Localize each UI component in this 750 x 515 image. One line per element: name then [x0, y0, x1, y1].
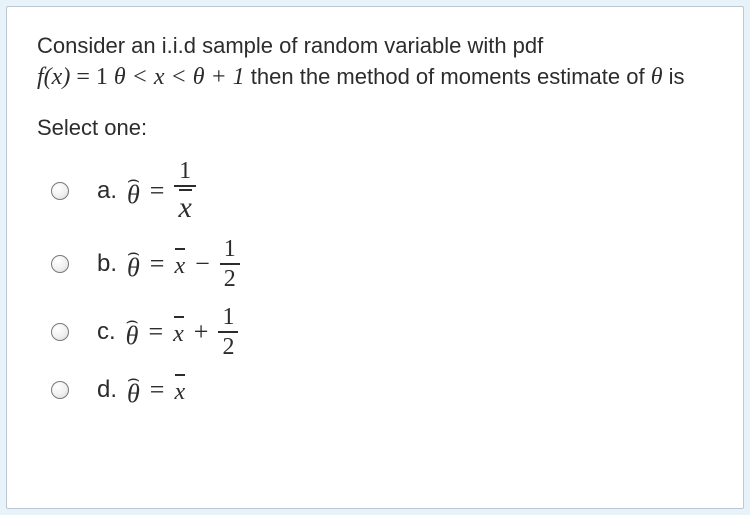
fraction: 1 2 — [218, 303, 238, 361]
x-bar: x — [174, 249, 185, 280]
x-bar: x — [178, 189, 191, 223]
question-text: Consider an i.i.d sample of random varia… — [37, 31, 713, 93]
equals: = — [146, 249, 169, 279]
options-group: a. ⌢θ = 1 x b. ⌢θ = x − 1 — [37, 155, 713, 411]
question-card: Consider an i.i.d sample of random varia… — [6, 6, 744, 509]
option-letter: a. — [97, 177, 117, 205]
question-math: f(x) = 1 θ < x < θ + 1 — [37, 64, 245, 90]
radio-c[interactable] — [51, 323, 69, 341]
question-theta: θ — [651, 64, 663, 90]
question-part2: then the method of moments estimate of — [245, 64, 645, 89]
radio-a[interactable] — [51, 182, 69, 200]
equals: = — [144, 317, 167, 347]
question-part1: Consider an i.i.d sample of random varia… — [37, 33, 543, 58]
option-letter: c. — [97, 318, 116, 346]
option-a[interactable]: a. ⌢θ = 1 x — [37, 155, 713, 227]
equals: = — [146, 375, 169, 405]
equals: = — [146, 176, 169, 206]
option-d-label: d. ⌢θ = x — [97, 371, 185, 409]
theta-hat: ⌢θ — [127, 371, 140, 409]
option-c-label: c. ⌢θ = x + 1 2 — [97, 303, 238, 361]
theta-hat: ⌢θ — [127, 245, 140, 283]
radio-d[interactable] — [51, 381, 69, 399]
theta-hat: ⌢θ — [127, 172, 140, 210]
radio-b[interactable] — [51, 255, 69, 273]
option-d[interactable]: d. ⌢θ = x — [37, 369, 713, 411]
operator: − — [191, 249, 214, 279]
option-letter: b. — [97, 250, 117, 278]
option-a-label: a. ⌢θ = 1 x — [97, 157, 196, 225]
theta-hat: ⌢θ — [126, 313, 139, 351]
operator: + — [190, 317, 213, 347]
x-bar: x — [173, 317, 184, 348]
fraction: 1 2 — [220, 235, 240, 293]
option-letter: d. — [97, 376, 117, 404]
option-c[interactable]: c. ⌢θ = x + 1 2 — [37, 301, 713, 363]
option-b-label: b. ⌢θ = x − 1 2 — [97, 235, 240, 293]
x-bar: x — [174, 375, 185, 406]
select-one-label: Select one: — [37, 115, 713, 141]
question-part3: is — [663, 64, 685, 89]
option-b[interactable]: b. ⌢θ = x − 1 2 — [37, 233, 713, 295]
fraction: 1 x — [174, 157, 195, 225]
